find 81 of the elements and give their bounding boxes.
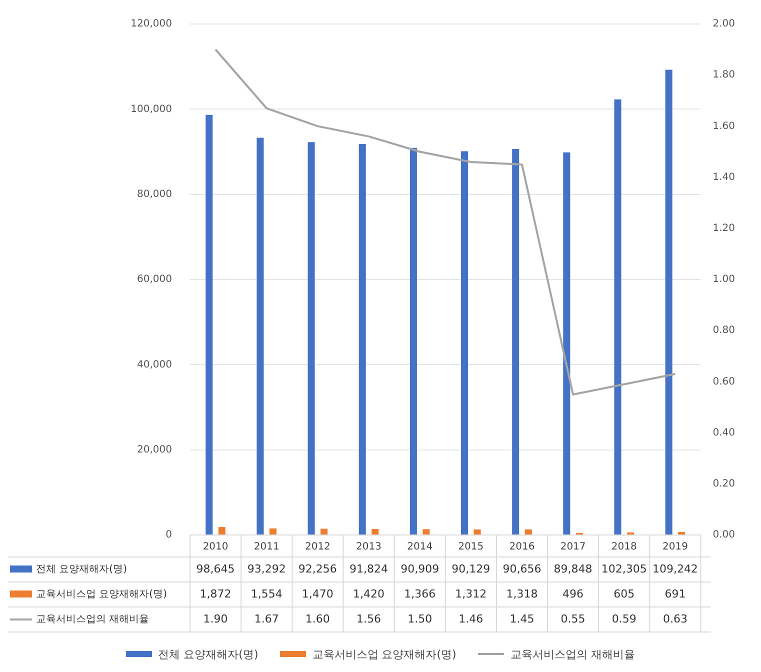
x-tick-label: 2011 [254,542,280,553]
bar [372,528,379,534]
data-label: 1.67 [254,612,279,626]
data-label: 1,318 [506,587,538,600]
bar [269,528,277,534]
data-label: 90,129 [452,562,490,576]
y2-tick-label: 1.40 [712,172,735,183]
x-tick-label: 2017 [560,542,586,553]
data-label: 91,824 [350,562,388,576]
data-label: 1.45 [510,612,534,626]
y2-tick-label: 0.00 [712,530,735,541]
bar [614,99,622,534]
data-label: 605 [614,587,635,600]
bar [422,529,430,534]
bar [410,148,417,534]
bar [512,148,520,534]
data-label: 1.60 [305,612,330,626]
y2-tick-label: 0.20 [712,478,735,490]
y2-tick-label: 1.00 [712,274,735,286]
data-label: 1,366 [404,587,436,600]
data-label: 102,305 [601,562,647,576]
bar [256,138,264,534]
data-label: 1,420 [353,587,385,600]
data-label: 1.50 [408,612,432,626]
bar [563,152,570,534]
data-label: 98,645 [196,562,235,576]
legend-label: 교육서비스업의 재해비율 [36,614,150,626]
text: 전체 요양재해자(명) [158,648,258,660]
data-label: 0.59 [612,612,636,626]
text: 교육서비스업의 재해비율 [510,648,635,660]
y2-tick-label: 0.80 [712,325,735,336]
x-tick-label: 2019 [662,542,688,553]
data-label: 1,312 [455,587,487,600]
data-label: 0.55 [560,612,586,626]
y-tick-label: 120,000 [130,18,172,30]
data-label: 1.90 [203,612,228,626]
data-label: 93,292 [247,562,286,576]
y2-tick-label: 1.80 [712,70,735,81]
data-label: 496 [562,587,584,600]
bar [218,527,226,534]
x-tick-label: 2015 [458,542,484,553]
data-label: 89,848 [554,562,592,576]
data-label: 691 [664,587,686,600]
y2-tick-label: 0.40 [712,427,735,438]
y-tick-label: 100,000 [130,104,172,115]
bar [474,529,481,534]
bar [524,529,532,534]
bar [320,528,328,534]
data-label: 1.56 [356,612,382,626]
y2-tick-label: 0.60 [712,376,735,388]
y-tick-label: 60,000 [137,274,172,286]
data-label: 0.63 [662,612,688,626]
x-tick-label: 2013 [356,542,382,553]
data-label: 109,242 [652,562,698,576]
legend-label: 교육서비스업 요양재해자(명) [36,589,168,600]
bar [461,151,468,534]
y-tick-label: 20,000 [137,444,172,456]
data-label: 1,470 [302,587,334,600]
bar [308,142,315,534]
x-tick-label: 2014 [407,542,433,553]
data-label: 1.46 [458,612,484,626]
data-label: 1,872 [200,587,232,600]
data-label: 90,909 [400,562,440,576]
bar [665,70,672,534]
x-tick-label: 2012 [304,542,330,553]
y2-tick-label: 1.60 [712,120,735,132]
legend-label: 전체 요양재해자(명) [36,564,128,576]
x-tick-label: 2010 [202,542,228,553]
y-tick-label: 80,000 [137,188,172,200]
data-label: 90,656 [502,562,542,576]
y-tick-label: 40,000 [137,359,172,370]
y-tick-label: 0 [166,530,172,541]
x-tick-label: 2018 [611,542,637,553]
y2-tick-label: 1.20 [712,222,735,234]
bar [206,114,213,534]
y2-tick-label: 2.00 [712,18,735,30]
data-label: 1,554 [250,587,282,600]
data-label: 92,256 [298,562,337,576]
x-tick-label: 2016 [509,542,535,553]
bar [358,144,366,534]
text: 교육서비스업 요양재해자(명) [312,648,456,660]
